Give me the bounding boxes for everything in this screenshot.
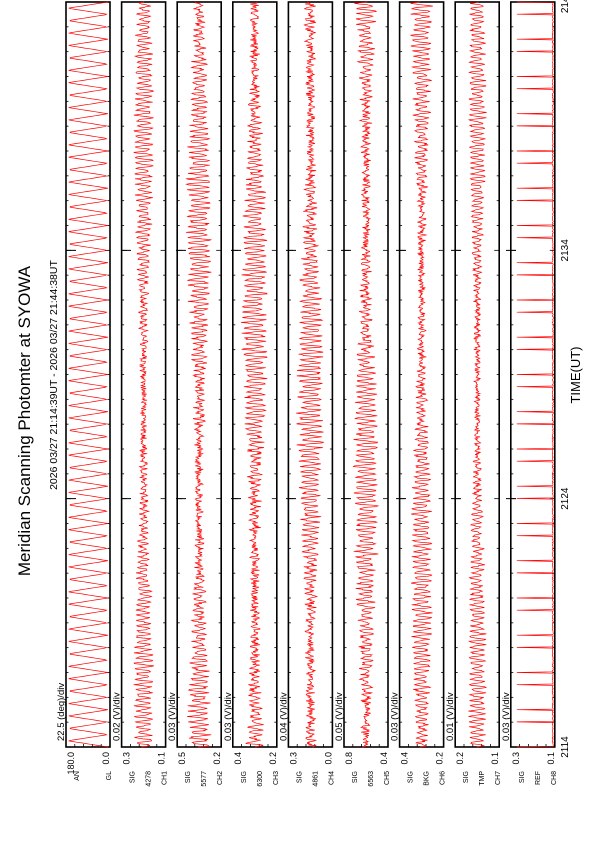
x-tick-label: 2114: [560, 736, 571, 758]
panel-8: 0.01 (V)/div 0.2 0.1 SIG TMP CH7: [445, 1, 502, 786]
x-tick-label: 2144: [560, 0, 571, 13]
y-tick-label: 0.0: [323, 752, 333, 765]
panel-side-label: 5577: [201, 771, 208, 787]
panel-side-label: SIG: [352, 771, 359, 783]
panel-side-label: TMP: [479, 771, 486, 786]
series-line: [352, 1, 380, 748]
series-line: [296, 1, 325, 748]
panel-side-label: SIG: [463, 771, 470, 783]
panel-side-label: CH6: [440, 771, 447, 785]
panel-side-label: SIG: [519, 771, 526, 783]
panel-side-label: BKG: [424, 771, 431, 786]
y-tick-label: 0.4: [400, 752, 410, 765]
panel-side-label: 4278: [146, 771, 153, 787]
panel-side-label: CH4: [328, 771, 335, 785]
y-tick-label: 0.2: [268, 752, 278, 765]
panel-side-label: GL: [106, 771, 113, 780]
y-tick-label: 0.2: [435, 752, 445, 765]
series-line: [516, 1, 555, 748]
panel-side-label: CH7: [495, 771, 502, 785]
panel-scale-label: 0.03 (V)/div: [390, 692, 401, 741]
x-tick-label: 2124: [560, 487, 571, 510]
panel-4: 0.03 (V)/div 0.4 0.2 SIG 6300 CH3: [223, 1, 280, 787]
panel-side-label: SIG: [296, 771, 303, 783]
panel-2: 0.02 (V)/div 0.3 0.1 SIG 4278 CH1: [112, 1, 169, 787]
series-line: [240, 1, 268, 748]
panel-3: 0.03 (V)/div 0.5 0.2 SIG 5577 CH2: [167, 1, 224, 787]
series-line: [133, 1, 155, 748]
y-tick-label: 0.3: [511, 752, 521, 765]
panel-7: 0.03 (V)/div 0.4 0.2 SIG BKG CH6: [390, 1, 447, 786]
panel-side-label: SIG: [185, 771, 192, 783]
panel-scale-label: 0.05 (V)/div: [334, 692, 345, 741]
panel-side-label: CH2: [217, 771, 224, 785]
y-tick-label: 0.1: [490, 752, 500, 765]
panel-side-label: 6300: [257, 771, 264, 787]
y-tick-label: 180.0: [66, 752, 76, 775]
y-tick-label: 0.5: [177, 752, 187, 765]
y-tick-label: 0.1: [157, 752, 167, 765]
panel-6: 0.05 (V)/div 0.8 0.4 SIG 6563 CH5: [334, 1, 391, 787]
x-axis-label: TIME(UT): [568, 346, 583, 403]
y-tick-label: 0.3: [122, 752, 132, 765]
panel-side-label: SIG: [408, 771, 415, 783]
y-tick-label: 0.1: [546, 752, 556, 765]
panel-9: 0.03 (V)/div 0.3 0.1 SIG REF CH8: [501, 1, 558, 785]
panel-side-label: 6563: [368, 771, 375, 787]
y-tick-label: 0.2: [455, 752, 465, 765]
panel-side-label: REF: [535, 771, 542, 785]
chart-title: Meridian Scanning Photomter at SYOWA: [15, 265, 34, 576]
series-line: [467, 1, 488, 748]
panel-scale-label: 0.03 (V)/div: [167, 692, 178, 741]
y-tick-label: 0.3: [288, 752, 298, 765]
panel-side-label: SIG: [241, 771, 248, 783]
y-tick-label: 0.0: [101, 752, 111, 765]
x-tick-label: 2134: [560, 239, 571, 262]
y-tick-label: 0.4: [379, 752, 389, 765]
panel-scale-label: 0.01 (V)/div: [445, 692, 456, 741]
x-axis: 2114 2124 2134 2144: [66, 0, 571, 758]
panel-side-label: CH1: [162, 771, 169, 785]
panel-side-label: CH3: [273, 771, 280, 785]
panel-side-label: SIG: [130, 771, 137, 783]
series-line: [185, 1, 212, 748]
panel-scale-label: 0.02 (V)/div: [112, 692, 123, 741]
panel-5: 0.04 (V)/div 0.3 0.0 SIG 4861 CH4: [278, 1, 335, 787]
y-tick-label: 0.8: [344, 752, 354, 765]
panel-side-label: CH5: [384, 771, 391, 785]
panel-side-label: AN: [74, 771, 81, 781]
y-tick-label: 0.4: [233, 752, 243, 765]
panel-scale-label: 0.03 (V)/div: [501, 692, 512, 741]
series-line: [409, 1, 433, 748]
panel-side-label: 4861: [312, 771, 319, 787]
panel-scale-label: 0.04 (V)/div: [278, 692, 289, 741]
panel-frame: [65, 1, 111, 748]
panel-1: 22.5 (deg)/div 180.0 0.0 AN GL: [56, 1, 113, 781]
panel-side-label: CH8: [551, 771, 558, 785]
panel-scale-label: 0.03 (V)/div: [223, 692, 234, 741]
panel-scale-label: 22.5 (deg)/div: [56, 683, 67, 741]
y-tick-label: 0.2: [212, 752, 222, 765]
chart-subtitle: 2026 03/27 21:14:39UT - 2026 03/27 21:44…: [48, 260, 60, 490]
series-line: [68, 1, 109, 748]
